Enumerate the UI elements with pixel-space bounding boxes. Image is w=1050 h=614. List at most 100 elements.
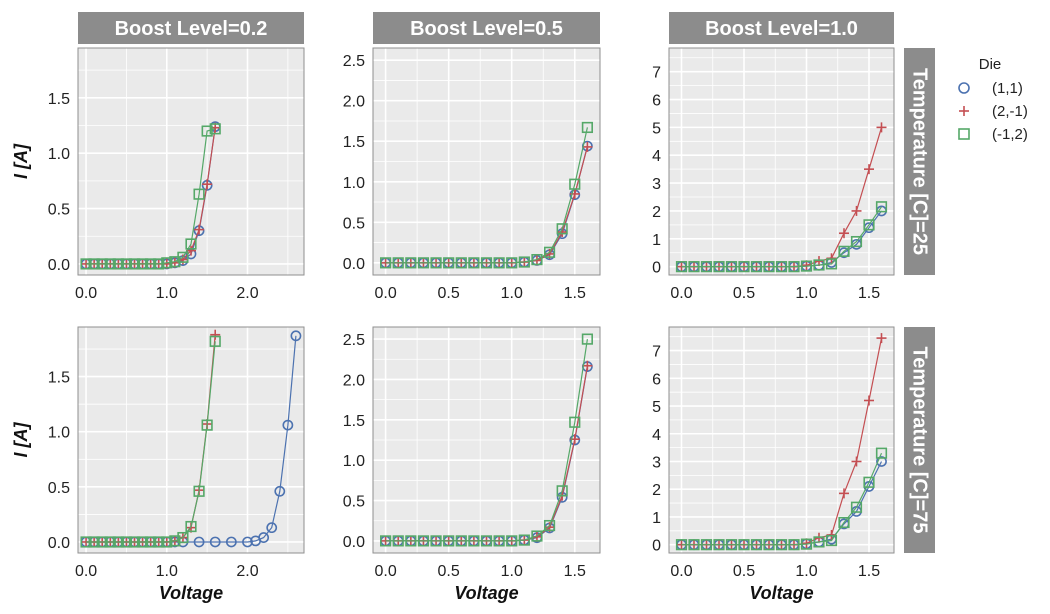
data-point-square [88,258,100,270]
data-point-square [201,125,213,137]
y-tick-label: 4 [652,148,661,165]
row-strip [904,48,935,275]
data-point-plus [839,228,849,239]
plot-frame [372,326,601,554]
data-point-square [531,253,543,266]
y-tick-label: 2 [652,204,661,221]
data-point-plus [202,179,213,190]
data-point-square [581,333,593,345]
y-tick-label: 2.5 [343,53,365,70]
x-axis-title: Voltage [159,583,223,603]
y-tick-label: 4 [652,427,661,444]
data-point-square [380,535,392,547]
legend-label: (2,-1) [992,103,1028,120]
data-point-square [112,536,124,548]
data-point-circle [225,536,237,548]
data-point-circle [266,522,278,534]
data-point-square [543,519,556,532]
data-point-square [80,258,92,270]
data-point-plus [582,360,593,371]
data-point-square [850,235,863,248]
y-tick-label: 1.5 [48,91,70,108]
data-point-plus [876,122,887,133]
data-point-plus [851,205,862,216]
data-point-square [581,121,593,134]
plot-frame [77,326,305,554]
data-point-circle [209,536,221,548]
legend-label: (1,1) [992,80,1023,97]
data-point-circle [274,485,286,497]
legend-marker-square [958,128,970,140]
data-point-square [169,535,181,547]
row-strip-label: Temperature [C]=75 [909,347,931,534]
data-point-square [750,539,763,551]
data-point-square [209,123,221,135]
data-point-square [128,536,141,548]
data-point-square [201,419,213,431]
series-square [80,335,221,548]
y-tick-label: 3 [652,454,661,471]
x-tick-label: 2.0 [236,285,258,302]
x-tick-label: 1.5 [564,285,586,302]
y-tick-label: 0 [652,260,661,277]
y-tick-label: 0.0 [48,257,70,274]
data-point-square [775,261,788,273]
y-tick-label: 2.0 [343,372,365,389]
y-tick-label: 2 [652,482,661,499]
data-point-square [700,539,713,551]
x-tick-label: 0.0 [670,563,692,580]
data-point-square [763,261,775,273]
data-point-square [96,536,108,548]
gridlines [373,48,600,275]
data-point-circle [290,330,302,342]
x-tick-label: 1.0 [501,563,523,580]
data-point-square [700,261,713,273]
data-point-square [443,535,455,547]
legend-entry: (2,-1) [959,103,1028,120]
x-tick-label: 0.5 [438,285,460,302]
data-point-square [556,485,568,497]
x-tick-label: 1.0 [156,285,178,302]
data-point-plus [210,329,221,340]
legend-label: (-1,2) [992,126,1028,143]
data-point-square [209,335,221,347]
y-axis-title: I [A] [11,422,31,458]
data-point-square [193,485,205,497]
plot-frame [668,326,895,554]
y-tick-label: 7 [652,344,661,361]
data-point-square [800,538,813,550]
data-point-square [480,257,493,269]
column-strip-label: Boost Level=1.0 [705,18,858,40]
data-point-square [518,534,530,546]
panel: 0.0 0.5 1.0 1.5 0.0 0.5 1.0 1.5 2.0 2.5 [343,47,601,302]
plot-background [78,327,304,553]
data-point-square [104,258,116,270]
legend: Die (1,1) (2,-1) (-1,2) [958,56,1028,143]
x-tick-label: 1.5 [858,563,880,580]
y-tick-label: 0 [652,538,661,555]
data-point-square [392,257,404,269]
data-point-square [725,261,738,273]
data-point-square [128,258,141,270]
data-point-square [161,257,173,269]
data-point-square [177,251,189,263]
data-point-circle [876,456,887,467]
data-point-square [543,246,556,258]
x-tick-label: 0.5 [733,285,755,302]
column-strip [373,12,600,44]
y-tick-label: 0.5 [48,202,70,219]
data-point-square [688,539,700,551]
data-point-square [468,535,480,547]
x-tick-label: 1.0 [156,563,178,580]
y-tick-label: 2.0 [343,94,365,111]
x-tick-label: 1.0 [795,563,817,580]
panel: 0.0 0.5 1.0 1.5 0.0 0.5 1.0 1.5 2.0 2.5 [343,326,601,580]
data-point-square [493,535,505,547]
data-point-square [88,536,100,548]
data-point-square [392,535,404,547]
data-point-square [417,535,430,547]
y-tick-label: 1.0 [48,425,70,442]
data-point-square [825,534,838,547]
data-point-square [713,261,725,273]
row-strip-label: Temperature [C]=25 [909,68,931,255]
